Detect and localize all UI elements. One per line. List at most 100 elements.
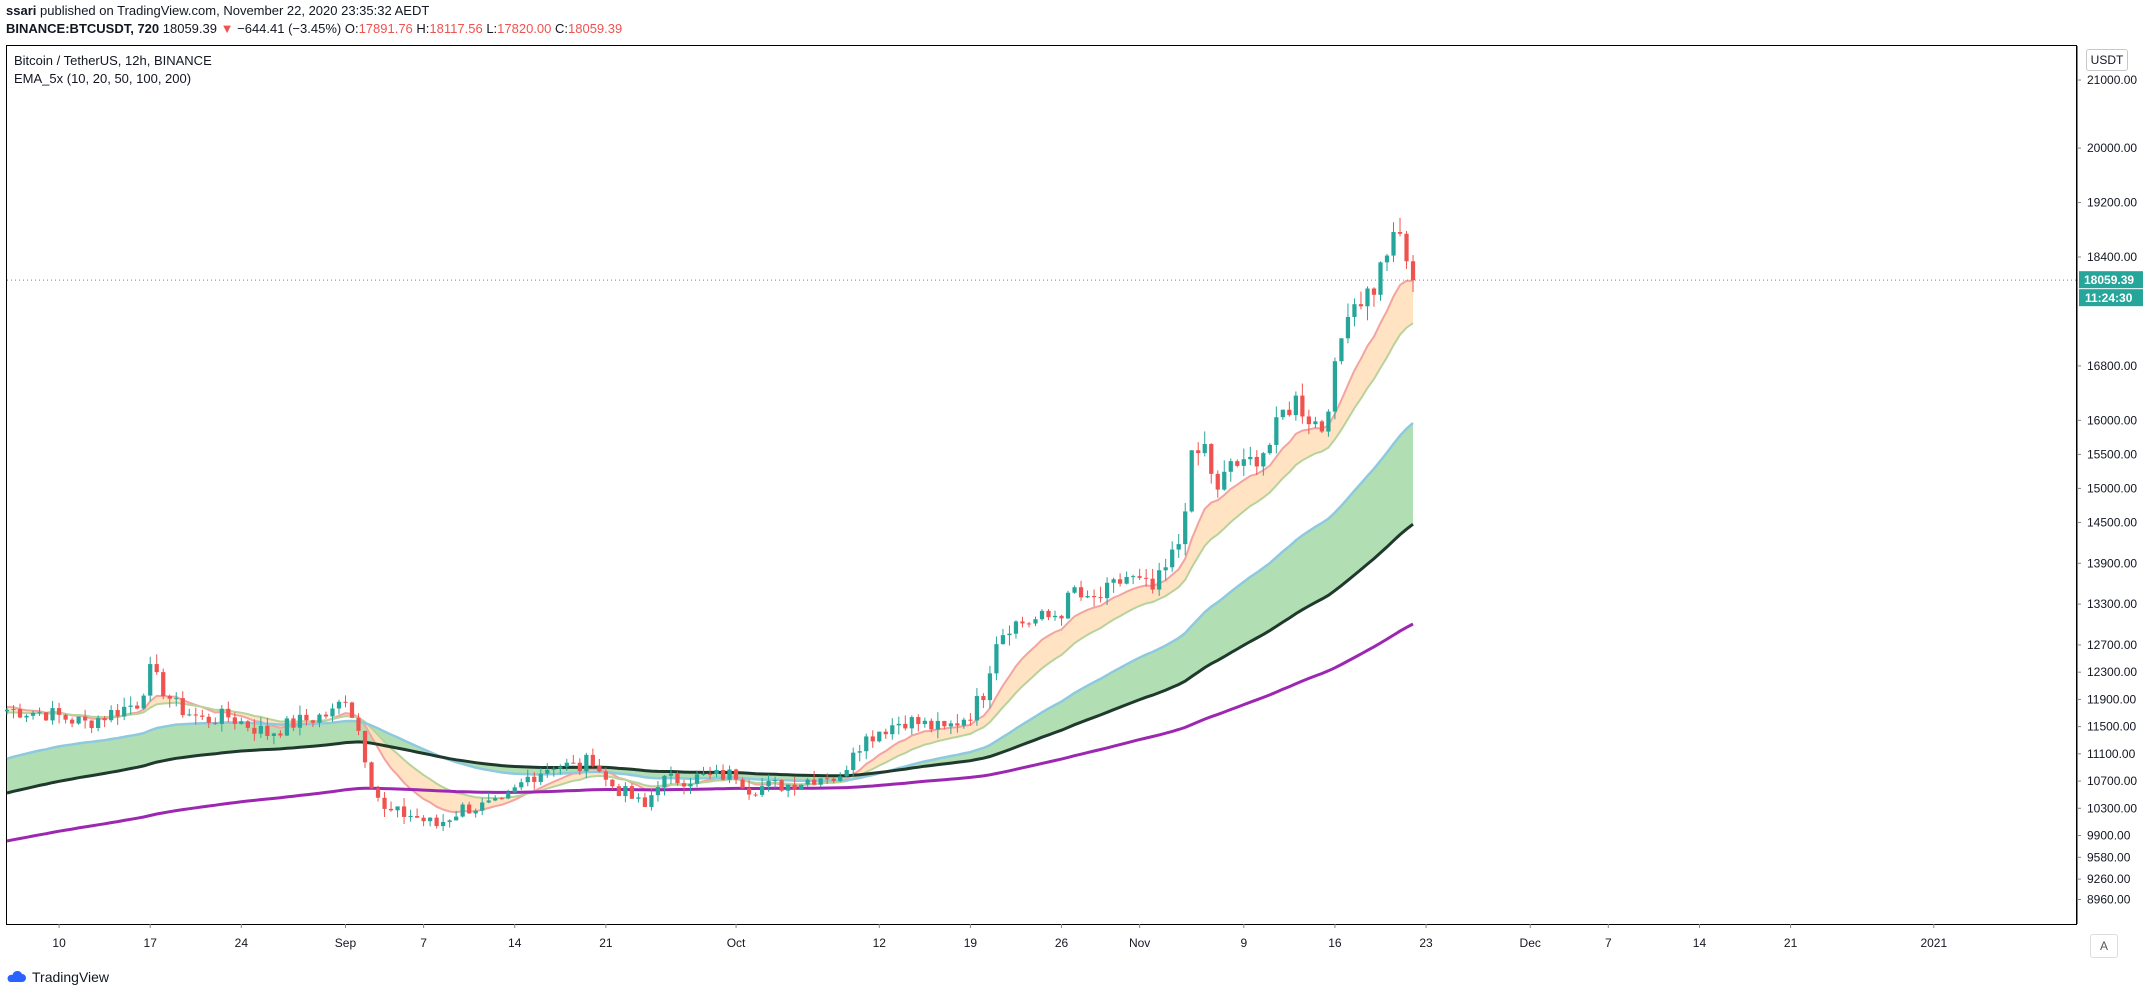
candle [851, 747, 856, 777]
candle-body [916, 717, 921, 725]
publisher-name[interactable]: ssari [6, 3, 37, 18]
currency-unit-button[interactable]: USDT [2086, 49, 2128, 71]
candle [727, 765, 732, 784]
published-text: published on TradingView.com, November 2… [40, 3, 430, 18]
candle [662, 775, 667, 796]
legend-indicator[interactable]: EMA_5x (10, 20, 50, 100, 200) [14, 71, 192, 86]
candle-body [1274, 417, 1279, 445]
auto-scale-button[interactable]: A [2090, 934, 2118, 958]
candle-body [336, 701, 342, 709]
candle-body [473, 810, 478, 814]
candle-body [922, 720, 927, 725]
candle-body [896, 723, 901, 726]
candle-body [414, 816, 420, 818]
tradingview-logo[interactable]: TradingView [6, 969, 109, 985]
candle-body [1326, 411, 1331, 432]
candle-body [362, 730, 368, 763]
candle [1384, 253, 1390, 272]
candle [1078, 580, 1084, 601]
candle-body [486, 800, 491, 803]
candle [929, 718, 934, 733]
candle-body [772, 780, 778, 782]
candle-body [740, 779, 745, 789]
candle-body [1046, 610, 1051, 618]
candle [955, 714, 960, 733]
x-tick-label: 9 [1240, 936, 1247, 950]
candle-body [506, 792, 511, 799]
candle-body [265, 725, 270, 736]
candle-body [388, 808, 394, 811]
candle-body [1280, 409, 1285, 418]
candle-body [551, 768, 556, 770]
candle [916, 714, 921, 732]
candle [994, 636, 999, 681]
candle-body [200, 715, 205, 717]
candle-body [1059, 615, 1064, 619]
legend-title[interactable]: Bitcoin / TetherUS, 12h, BINANCE [14, 53, 212, 68]
candle-body [343, 701, 348, 703]
candle [1332, 357, 1338, 420]
candle-body [1241, 459, 1246, 466]
candle [382, 792, 387, 817]
candle [519, 778, 524, 791]
candle [1085, 590, 1090, 599]
candle [1326, 409, 1331, 437]
y-tick-label: 13900.00 [2087, 556, 2137, 570]
candle-body [135, 705, 140, 709]
candle [1358, 291, 1364, 310]
candle [1020, 616, 1025, 628]
candle-body [447, 820, 452, 822]
candle-body [1261, 453, 1266, 467]
candle [232, 712, 237, 730]
candle [909, 715, 914, 735]
candle [96, 715, 101, 732]
candle-body [82, 716, 88, 721]
candle [271, 732, 277, 745]
candle-body [37, 712, 42, 714]
candle-body [317, 714, 322, 723]
candle [1319, 419, 1325, 434]
candle [766, 774, 771, 792]
candle [987, 665, 993, 709]
x-tick-label: 10 [52, 936, 66, 950]
candle-body [597, 765, 602, 772]
candle-body [955, 723, 960, 726]
candle [1137, 568, 1142, 581]
candle [258, 717, 263, 738]
candle-body [1384, 255, 1390, 263]
candle [538, 767, 543, 786]
candle-body [649, 795, 654, 807]
candle-body [603, 771, 608, 780]
candle-body [1397, 232, 1403, 234]
candle-body [753, 794, 758, 796]
candle-body [694, 774, 700, 784]
candle-body [942, 720, 947, 727]
candle [37, 707, 42, 717]
candle [597, 758, 602, 773]
candle [122, 697, 127, 721]
candle-body [727, 769, 732, 780]
y-tick-label: 19200.00 [2087, 196, 2137, 210]
candle [1404, 230, 1409, 269]
candle [336, 699, 342, 715]
candle [1033, 616, 1038, 627]
candle-body [616, 786, 622, 797]
candle [1352, 298, 1357, 327]
candle-body [584, 754, 589, 772]
candle [1007, 625, 1012, 646]
candle [642, 792, 648, 808]
candle [1365, 286, 1370, 321]
candle [759, 777, 765, 797]
candle [239, 717, 244, 725]
y-tick-label: 18400.00 [2087, 250, 2137, 264]
ema-50-100-band [7, 423, 1413, 793]
candle [1170, 541, 1175, 572]
candle-body [43, 712, 49, 721]
candle-body [323, 714, 329, 717]
candle [297, 705, 303, 736]
candle-body [1085, 596, 1090, 598]
candle [590, 748, 595, 768]
candle [102, 715, 107, 728]
candle [252, 719, 257, 741]
